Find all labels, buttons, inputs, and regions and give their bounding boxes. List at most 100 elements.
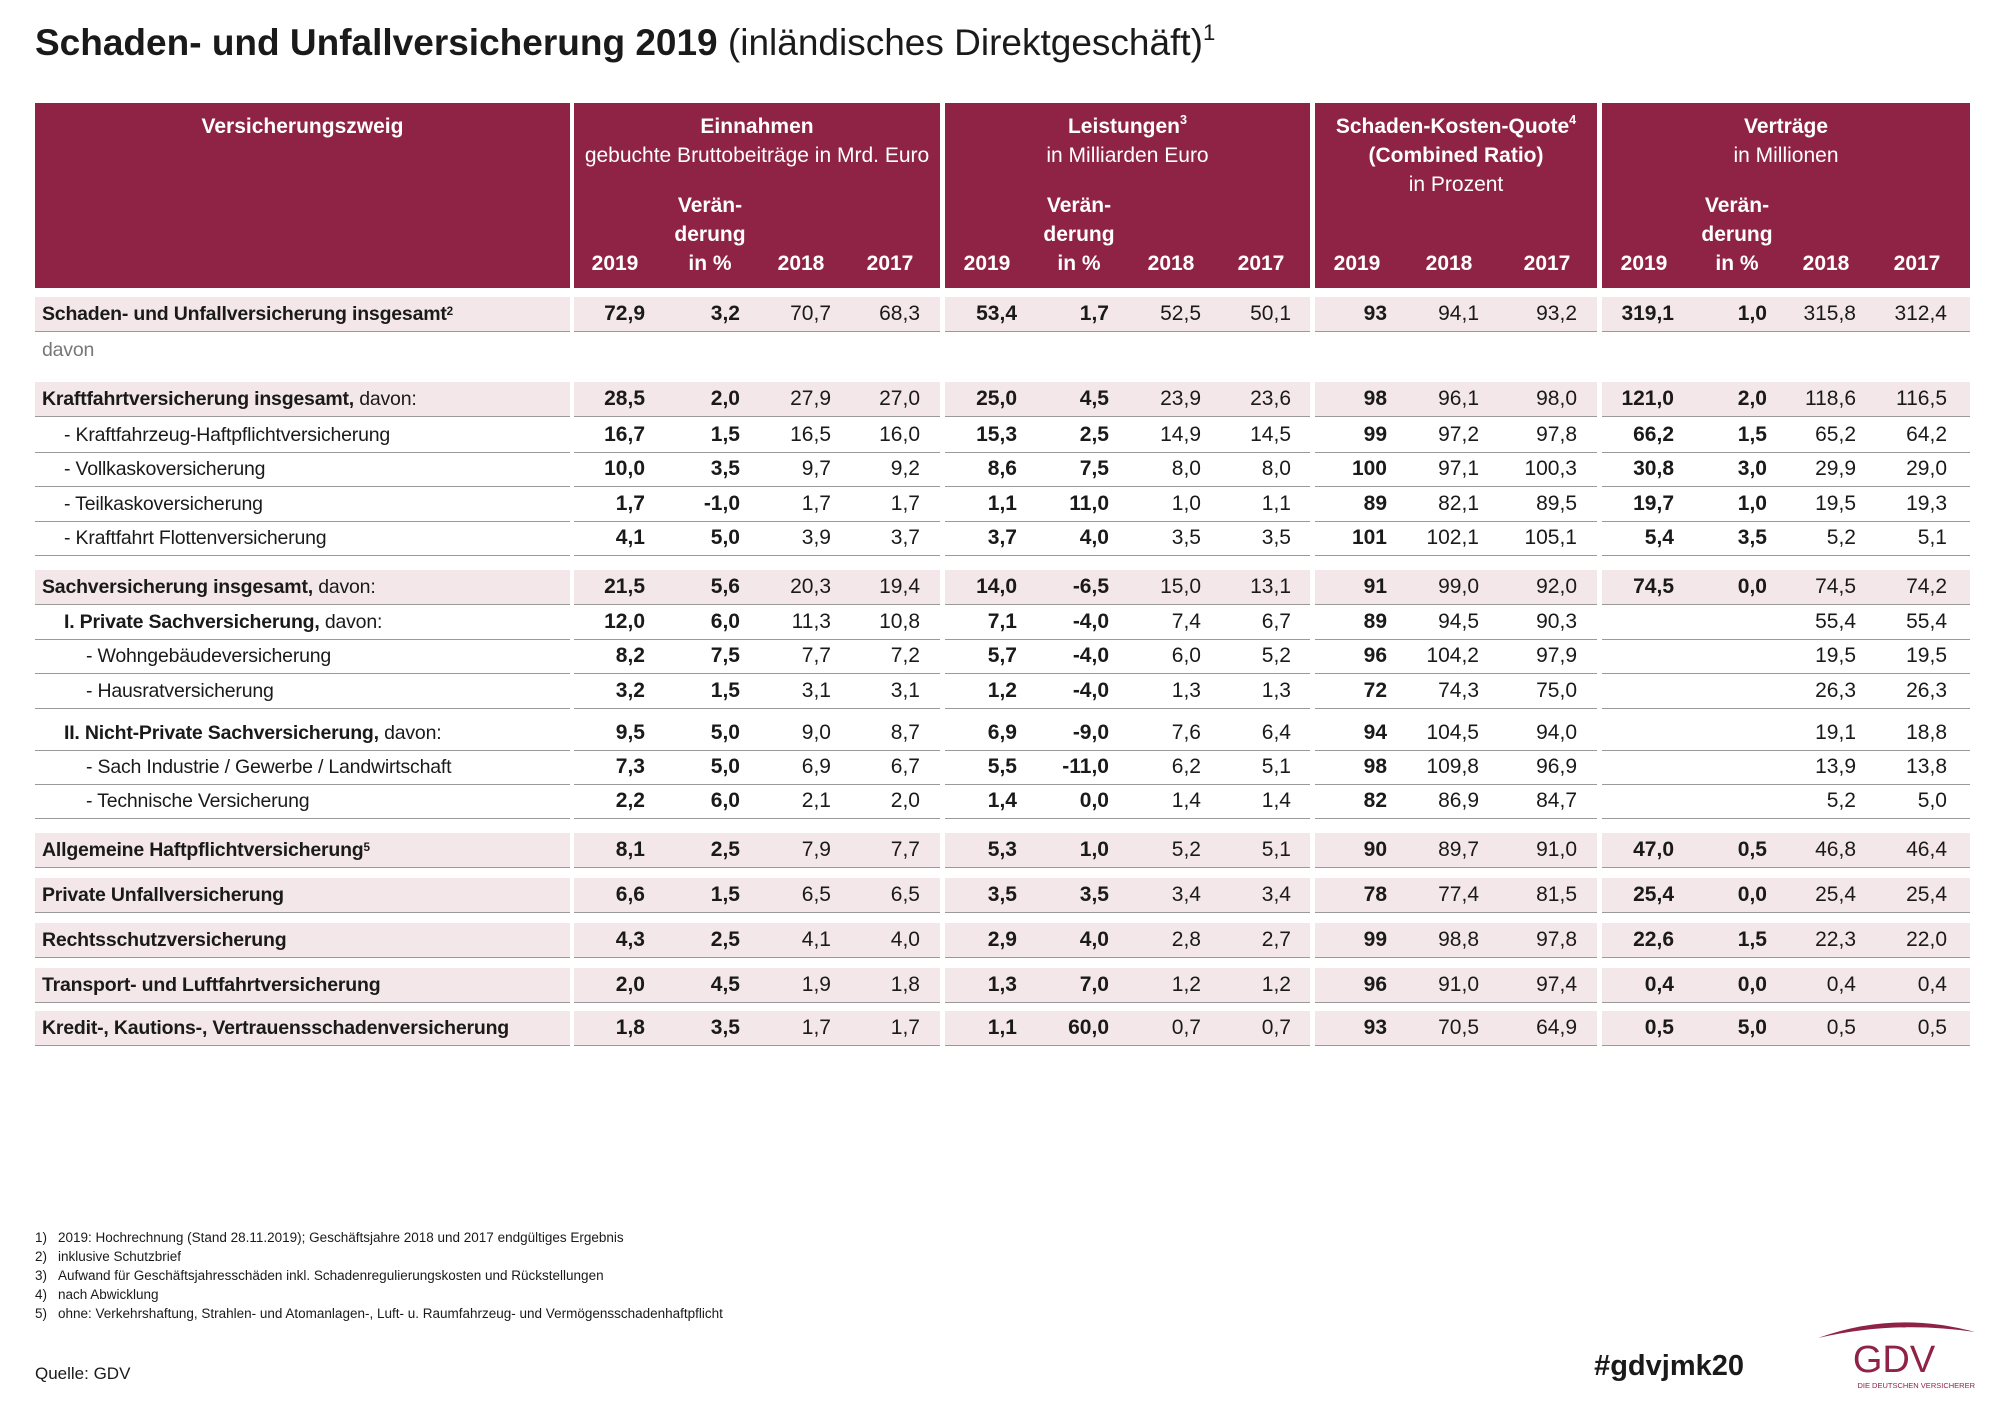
row-rule [945, 331, 1310, 332]
cell: 50,1 [1250, 302, 1291, 325]
cell: 1,7 [890, 1016, 920, 1039]
cell: -4,0 [1072, 610, 1109, 633]
column-header: derung [1701, 223, 1773, 246]
row-label: - Technische Versicherung [86, 784, 310, 818]
row-label-text: Sachversicherung insgesamt, [42, 576, 313, 598]
cell: 3,5 [987, 883, 1017, 906]
cell: 3,5 [1079, 883, 1109, 906]
column-header: 2019 [591, 252, 639, 275]
row-rule [1315, 708, 1597, 709]
row-rule [945, 1002, 1310, 1003]
cell: 3,2 [615, 679, 645, 702]
cell: 1,4 [987, 789, 1017, 812]
group-title: Verträge [1602, 115, 1970, 139]
cell: 4,1 [615, 526, 645, 549]
row-shade [945, 968, 1310, 1002]
header-band [1602, 103, 1970, 288]
row-shade [1315, 570, 1597, 604]
row-shade [35, 968, 570, 1002]
cell: 1,0 [1171, 492, 1201, 515]
cell: 1,0 [1737, 302, 1767, 325]
cell: 1,1 [1261, 492, 1291, 515]
cell: 5,4 [1644, 526, 1674, 549]
column-header: in % [1715, 252, 1759, 275]
row-rule [945, 818, 1310, 819]
cell: 7,1 [987, 610, 1017, 633]
cell: 97,4 [1536, 973, 1577, 996]
cell: 74,3 [1438, 679, 1479, 702]
cell: 1,3 [987, 973, 1017, 996]
hashtag: #gdvjmk20 [1594, 1350, 1744, 1382]
cell: -11,0 [1062, 755, 1109, 778]
cell: 10,8 [879, 610, 920, 633]
cell: 5,7 [987, 644, 1017, 667]
row-label-text: - Vollkaskoversicherung [64, 458, 266, 480]
cell: 4,0 [1079, 928, 1109, 951]
cell: 52,5 [1160, 302, 1201, 325]
cell: 7,0 [1079, 973, 1109, 996]
row-shade [1315, 878, 1597, 912]
cell: 97,9 [1536, 644, 1577, 667]
row-label-text: Transport- und Luftfahrtversicherung [42, 974, 381, 996]
row-label: I. Private Sachversicherung, davon: [64, 605, 382, 639]
cell: 5,2 [1826, 526, 1856, 549]
cell: 0,4 [1917, 973, 1947, 996]
cell: 9,5 [615, 721, 645, 744]
cell: 8,6 [987, 457, 1017, 480]
cell: 16,0 [879, 423, 920, 446]
row-label: Kraftfahrtversicherung insgesamt, davon: [42, 382, 417, 416]
cell: 5,6 [710, 575, 740, 598]
row-label-text: Kredit-, Kautions-, Vertrauensschadenver… [42, 1017, 509, 1039]
row-rule [1315, 452, 1597, 453]
cell: 0,4 [1826, 973, 1856, 996]
cell: 8,0 [1261, 457, 1291, 480]
row-label-text: - Teilkaskoversicherung [64, 493, 263, 515]
row-shade [945, 570, 1310, 604]
header-band [574, 103, 940, 288]
row-rule [945, 912, 1310, 913]
row-rule [35, 818, 570, 819]
cell: 1,2 [987, 679, 1017, 702]
row-shade [574, 833, 940, 867]
cell: 74,5 [1815, 575, 1856, 598]
row-rule [574, 818, 940, 819]
cell: 3,5 [710, 1016, 740, 1039]
cell: 6,0 [710, 789, 740, 812]
footnote-text: nach Abwicklung [58, 1287, 159, 1302]
source: Quelle: GDV [35, 1364, 131, 1383]
row-shade [1602, 923, 1970, 957]
row-rule [1315, 1002, 1597, 1003]
cell: 2,0 [615, 973, 645, 996]
title-main: Schaden- und Unfallversicherung 2019 [35, 22, 718, 63]
cell: 13,9 [1815, 755, 1856, 778]
cell: 0,0 [1737, 883, 1767, 906]
column-header: Verän- [1046, 194, 1112, 217]
cell: 19,7 [1633, 492, 1674, 515]
row-rule [1602, 1045, 1970, 1046]
group-subtitle: in Millionen [1733, 144, 1839, 167]
row-rule [945, 486, 1310, 487]
row-rule [1315, 604, 1597, 605]
column-header: 2017 [866, 252, 914, 275]
row-rule [35, 1002, 570, 1003]
cell: 3,7 [987, 526, 1017, 549]
cell: 1,9 [801, 973, 831, 996]
cell: 20,3 [790, 575, 831, 598]
row-shade [574, 382, 940, 416]
row-label: Transport- und Luftfahrtversicherung [42, 968, 381, 1002]
title-extra: (inländisches Direktgeschäft) [727, 22, 1203, 63]
cell: 1,8 [615, 1016, 645, 1039]
cell: 6,5 [801, 883, 831, 906]
cell: 47,0 [1633, 838, 1674, 861]
cell: 25,4 [1633, 883, 1674, 906]
cell: 7,5 [710, 644, 740, 667]
column-header: in % [1057, 252, 1101, 275]
cell: 3,9 [801, 526, 831, 549]
row-rule [945, 1045, 1310, 1046]
cell: 2,0 [710, 387, 740, 410]
cell: 9,7 [801, 457, 831, 480]
cell: 2,2 [615, 789, 645, 812]
cell: 7,5 [1079, 457, 1109, 480]
row-rule [1602, 673, 1970, 674]
cell: 91,0 [1536, 838, 1577, 861]
